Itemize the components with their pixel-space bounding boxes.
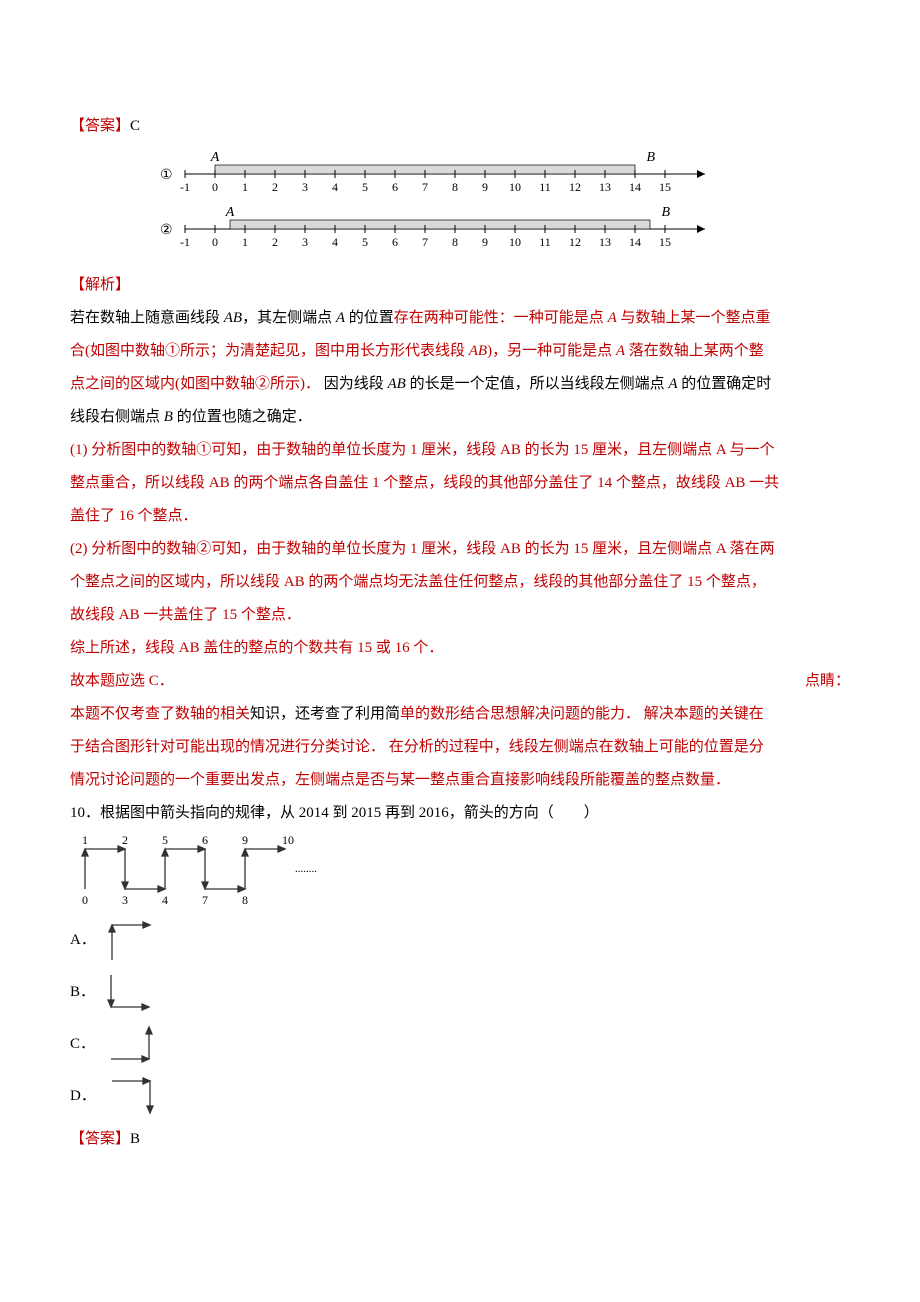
para-1: 若在数轴上随意画线段 AB，其左侧端点 A 的位置存在两种可能性：一种可能是点 … bbox=[70, 302, 850, 335]
svg-text:8: 8 bbox=[242, 893, 248, 907]
para-3: 点之间的区域内(如图中数轴②所示)． 因为线段 AB 的长是一个定值，所以当线段… bbox=[70, 368, 850, 401]
svg-text:-1: -1 bbox=[180, 180, 190, 194]
svg-text:........: ........ bbox=[295, 863, 317, 875]
svg-text:A: A bbox=[210, 150, 220, 165]
svg-text:4: 4 bbox=[162, 893, 168, 907]
svg-text:1: 1 bbox=[242, 180, 248, 194]
red-1: (1) 分析图中的数轴①可知，由于数轴的单位长度为 1 厘米，线段 AB 的长为… bbox=[70, 434, 850, 467]
circle-2: ② bbox=[160, 223, 173, 238]
option-d: D． bbox=[70, 1071, 850, 1121]
conc-3: 情况讨论问题的一个重要出发点，左侧端点是否与某一整点重合直接影响线段所能覆盖的整… bbox=[70, 764, 850, 797]
svg-text:3: 3 bbox=[122, 893, 128, 907]
svg-text:B: B bbox=[646, 150, 655, 165]
svg-text:1: 1 bbox=[82, 834, 88, 847]
svg-text:3: 3 bbox=[302, 180, 308, 194]
svg-text:5: 5 bbox=[162, 834, 168, 847]
svg-text:12: 12 bbox=[569, 180, 581, 194]
svg-text:12: 12 bbox=[569, 235, 581, 249]
svg-text:-1: -1 bbox=[180, 235, 190, 249]
red-5: 个整点之间的区域内，所以线段 AB 的两个端点均无法盖住任何整点，线段的其他部分… bbox=[70, 566, 850, 599]
svg-text:2: 2 bbox=[272, 235, 278, 249]
svg-text:2: 2 bbox=[122, 834, 128, 847]
svg-text:8: 8 bbox=[452, 235, 458, 249]
numberline-figure: ① A B -1 0 1 2 3 4 5 6 7 8 9 10 11 12 13 bbox=[70, 149, 850, 259]
svg-text:15: 15 bbox=[659, 180, 671, 194]
answer2-label: 【答案】 bbox=[70, 1131, 130, 1147]
svg-text:13: 13 bbox=[599, 235, 611, 249]
svg-text:0: 0 bbox=[212, 180, 218, 194]
svg-text:6: 6 bbox=[392, 180, 398, 194]
svg-text:A: A bbox=[225, 205, 235, 220]
option-b: B． bbox=[70, 967, 850, 1017]
svg-text:6: 6 bbox=[202, 834, 208, 847]
conc-1: 本题不仅考查了数轴的相关知识，还考查了利用简单的数形结合思想解决问题的能力． 解… bbox=[70, 698, 850, 731]
red-2: 整点重合，所以线段 AB 的两个端点各自盖住 1 个整点，线段的其他部分盖住了 … bbox=[70, 467, 850, 500]
svg-text:13: 13 bbox=[599, 180, 611, 194]
answer-label: 【答案】 bbox=[70, 118, 130, 134]
svg-text:B: B bbox=[661, 205, 670, 220]
svg-text:0: 0 bbox=[82, 893, 88, 907]
red-6: 故线段 AB 一共盖住了 15 个整点． bbox=[70, 599, 850, 632]
svg-text:11: 11 bbox=[539, 235, 551, 249]
option-a: A． bbox=[70, 915, 850, 965]
svg-text:11: 11 bbox=[539, 180, 551, 194]
analysis-label: 【解析】 bbox=[70, 277, 130, 293]
svg-text:1: 1 bbox=[242, 235, 248, 249]
svg-text:8: 8 bbox=[452, 180, 458, 194]
svg-text:6: 6 bbox=[392, 235, 398, 249]
svg-text:3: 3 bbox=[302, 235, 308, 249]
svg-text:5: 5 bbox=[362, 180, 368, 194]
svg-text:7: 7 bbox=[202, 893, 208, 907]
svg-text:9: 9 bbox=[242, 834, 248, 847]
svg-text:4: 4 bbox=[332, 180, 338, 194]
svg-text:7: 7 bbox=[422, 180, 428, 194]
svg-text:14: 14 bbox=[629, 235, 641, 249]
arrow-icon-c bbox=[101, 1019, 161, 1069]
svg-text:9: 9 bbox=[482, 180, 488, 194]
svg-text:10: 10 bbox=[509, 235, 521, 249]
arrow-icon-d bbox=[102, 1071, 162, 1121]
red-8-row: 故本题应选 C． 点睛： bbox=[70, 665, 850, 698]
svg-text:10: 10 bbox=[509, 180, 521, 194]
para-2: 合(如图中数轴①所示；为清楚起见，图中用长方形代表线段 AB)，另一种可能是点 … bbox=[70, 335, 850, 368]
conc-2: 于结合图形针对可能出现的情况进行分类讨论． 在分析的过程中，线段左侧端点在数轴上… bbox=[70, 731, 850, 764]
para-4: 线段右侧端点 B 的位置也随之确定． bbox=[70, 401, 850, 434]
svg-text:15: 15 bbox=[659, 235, 671, 249]
svg-text:5: 5 bbox=[362, 235, 368, 249]
svg-text:4: 4 bbox=[332, 235, 338, 249]
svg-text:14: 14 bbox=[629, 180, 641, 194]
svg-text:10: 10 bbox=[282, 834, 294, 847]
svg-text:2: 2 bbox=[272, 180, 278, 194]
red-3: 盖住了 16 个整点． bbox=[70, 500, 850, 533]
answer-value: C bbox=[130, 118, 140, 134]
red-7: 综上所述，线段 AB 盖住的整点的个数共有 15 或 16 个． bbox=[70, 632, 850, 665]
svg-text:9: 9 bbox=[482, 235, 488, 249]
arrow-icon-a bbox=[102, 915, 162, 965]
red-4: (2) 分析图中的数轴②可知，由于数轴的单位长度为 1 厘米，线段 AB 的长为… bbox=[70, 533, 850, 566]
dianjing: 点睛： bbox=[805, 665, 850, 698]
circle-1: ① bbox=[160, 168, 173, 183]
answer2-value: B bbox=[130, 1131, 140, 1147]
option-c: C． bbox=[70, 1019, 850, 1069]
pattern-figure: 0 1 2 3 4 5 6 7 8 9 10 ........ bbox=[70, 834, 850, 909]
arrow-icon-b bbox=[101, 967, 161, 1017]
svg-text:0: 0 bbox=[212, 235, 218, 249]
q10-text: 10．根据图中箭头指向的规律，从 2014 到 2015 再到 2016，箭头的… bbox=[70, 797, 850, 830]
svg-text:7: 7 bbox=[422, 235, 428, 249]
